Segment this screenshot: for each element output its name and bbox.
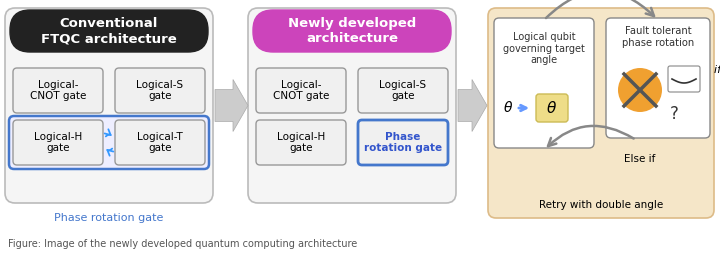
FancyBboxPatch shape [115,68,205,113]
Text: Newly developed
architecture: Newly developed architecture [288,17,416,45]
FancyBboxPatch shape [248,8,456,203]
Text: $\theta$: $\theta$ [546,100,557,116]
Text: Logical-H
gate: Logical-H gate [277,132,325,153]
Text: Logical-S
gate: Logical-S gate [136,80,184,101]
Text: Logical-S
gate: Logical-S gate [379,80,426,101]
FancyBboxPatch shape [358,68,448,113]
Text: Logical qubit
governing target
angle: Logical qubit governing target angle [503,32,585,65]
Text: Conventional
FTQC architecture: Conventional FTQC architecture [41,17,177,45]
Circle shape [618,68,662,112]
FancyBboxPatch shape [256,68,346,113]
Polygon shape [215,80,248,132]
Text: Phase
rotation gate: Phase rotation gate [364,132,442,153]
FancyBboxPatch shape [488,8,714,218]
FancyBboxPatch shape [115,120,205,165]
Text: Logical-
CNOT gate: Logical- CNOT gate [30,80,86,101]
FancyBboxPatch shape [5,8,213,203]
Text: Fault tolerant
phase rotation: Fault tolerant phase rotation [622,26,694,48]
FancyBboxPatch shape [256,120,346,165]
FancyBboxPatch shape [358,120,448,165]
Text: Retry with double angle: Retry with double angle [539,200,663,210]
Text: Else if: Else if [624,154,655,164]
FancyBboxPatch shape [668,66,700,92]
FancyArrowPatch shape [548,126,634,146]
Text: Phase rotation gate: Phase rotation gate [54,213,163,223]
FancyBboxPatch shape [536,94,568,122]
Text: ?: ? [670,105,678,123]
Text: Figure: Image of the newly developed quantum computing architecture: Figure: Image of the newly developed qua… [8,239,357,249]
Text: Logical-
CNOT gate: Logical- CNOT gate [273,80,329,101]
Polygon shape [458,80,487,132]
Text: if θ: if θ [714,65,720,75]
FancyBboxPatch shape [9,116,209,169]
FancyBboxPatch shape [253,10,451,52]
FancyBboxPatch shape [10,10,208,52]
FancyBboxPatch shape [13,120,103,165]
FancyBboxPatch shape [13,68,103,113]
FancyBboxPatch shape [494,18,594,148]
Text: $\theta$: $\theta$ [503,100,513,116]
FancyBboxPatch shape [606,18,710,138]
FancyArrowPatch shape [546,0,654,18]
Text: Logical-T
gate: Logical-T gate [137,132,183,153]
Text: Logical-H
gate: Logical-H gate [34,132,82,153]
